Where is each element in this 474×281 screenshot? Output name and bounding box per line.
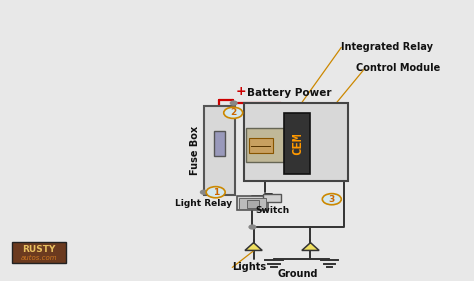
Circle shape <box>249 225 256 229</box>
Bar <box>284 113 310 174</box>
Bar <box>263 194 281 202</box>
Circle shape <box>201 190 207 194</box>
Text: Integrated Relay: Integrated Relay <box>341 42 433 52</box>
Bar <box>249 138 273 153</box>
Text: 1: 1 <box>212 188 219 197</box>
Text: Switch: Switch <box>255 206 289 215</box>
Circle shape <box>230 101 237 105</box>
Circle shape <box>322 194 341 205</box>
Polygon shape <box>245 243 262 250</box>
Bar <box>237 196 268 210</box>
Bar <box>244 103 348 181</box>
Text: Light Relay: Light Relay <box>175 199 232 208</box>
Text: RUSTY: RUSTY <box>22 245 56 254</box>
Text: 2: 2 <box>230 108 237 117</box>
Text: Fuse Box: Fuse Box <box>190 126 201 175</box>
Circle shape <box>224 107 243 118</box>
Bar <box>239 198 266 209</box>
Polygon shape <box>302 243 319 250</box>
Text: autos.com: autos.com <box>21 255 57 261</box>
Circle shape <box>206 187 225 198</box>
Text: Lights: Lights <box>232 262 266 271</box>
Bar <box>12 242 66 263</box>
Text: +: + <box>236 85 246 98</box>
Bar <box>246 128 284 162</box>
Bar <box>204 106 235 195</box>
Bar <box>214 131 225 156</box>
Text: 3: 3 <box>328 195 335 204</box>
Text: CEM: CEM <box>291 132 304 155</box>
Bar <box>247 200 259 208</box>
Text: Ground: Ground <box>277 269 318 279</box>
Text: Control Module: Control Module <box>356 63 440 73</box>
Text: Battery Power: Battery Power <box>247 88 332 98</box>
